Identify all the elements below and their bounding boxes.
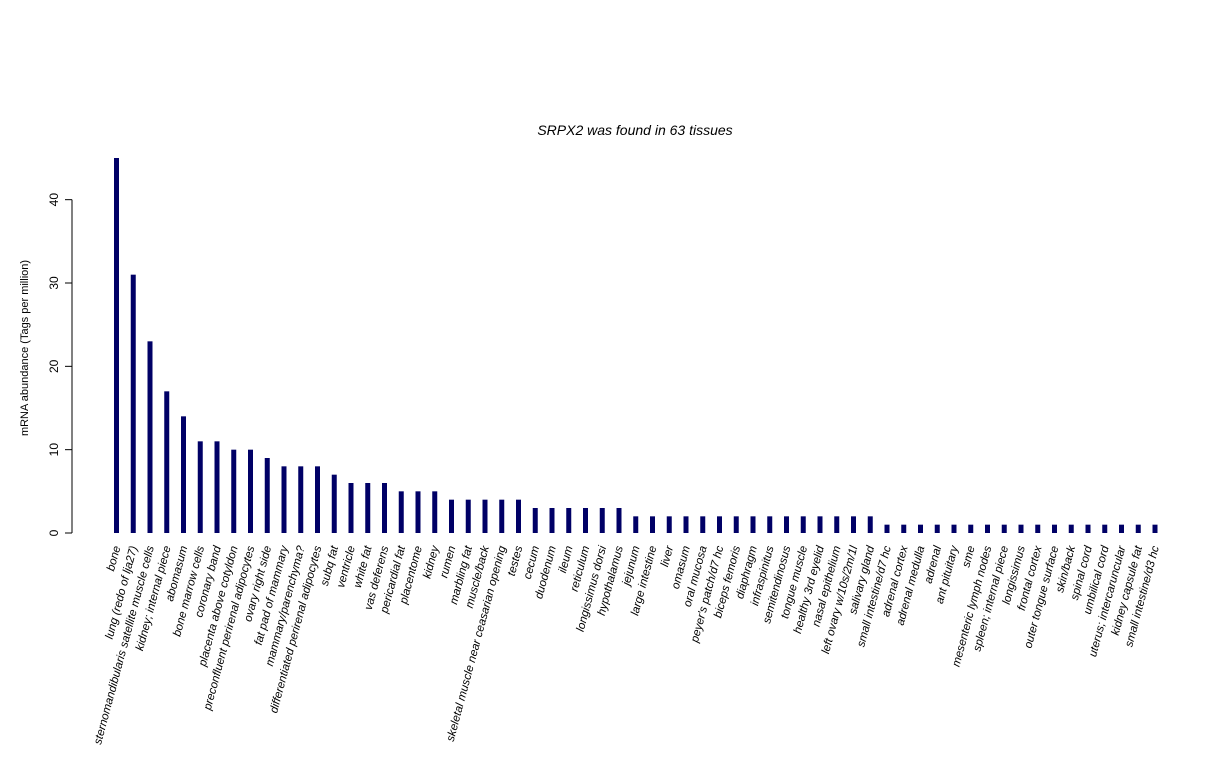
bar — [1001, 524, 1007, 533]
bar — [315, 466, 320, 533]
bar — [465, 499, 471, 533]
bar — [951, 524, 957, 533]
bar — [1102, 524, 1108, 533]
bar — [918, 524, 923, 533]
bar — [147, 341, 153, 533]
bar — [901, 524, 907, 533]
bar — [331, 474, 337, 533]
bar — [633, 516, 639, 533]
bar — [432, 491, 438, 533]
y-tick-label: 30 — [47, 276, 61, 290]
bar — [281, 466, 287, 533]
bar — [382, 483, 387, 533]
bars — [114, 158, 1158, 533]
chart-title: SRPX2 was found in 63 tissues — [537, 122, 732, 138]
bar — [767, 516, 773, 533]
bar — [1119, 524, 1124, 533]
y-tick-label: 40 — [47, 193, 61, 207]
bar — [733, 516, 739, 533]
bar — [1035, 524, 1041, 533]
x-category-label: liver — [659, 544, 676, 569]
bar — [666, 516, 672, 533]
bar — [1152, 524, 1158, 533]
bar — [231, 449, 237, 533]
bar — [264, 458, 270, 533]
bar — [851, 516, 856, 533]
bar — [214, 441, 220, 533]
bar — [130, 274, 136, 533]
bar — [1085, 524, 1091, 533]
bar — [968, 524, 974, 533]
bar — [248, 449, 253, 533]
y-tick-label: 20 — [47, 359, 61, 373]
bar — [181, 416, 186, 533]
bar — [800, 516, 806, 533]
bar — [516, 499, 521, 533]
bar — [398, 491, 404, 533]
bar — [549, 508, 555, 533]
bar — [784, 516, 789, 533]
bar — [482, 499, 488, 533]
x-category-label: sme — [960, 545, 977, 569]
bar — [164, 391, 170, 533]
y-tick-label: 0 — [47, 529, 61, 536]
x-category-label: ileum — [557, 544, 576, 574]
bar — [985, 524, 990, 533]
bar — [114, 158, 119, 533]
y-axis-label: mRNA abundance (Tags per million) — [19, 260, 31, 436]
bar — [700, 516, 706, 533]
bar — [934, 524, 940, 533]
bar — [1135, 524, 1141, 533]
bar — [298, 466, 304, 533]
bar — [717, 516, 722, 533]
bar — [566, 508, 572, 533]
bar — [449, 499, 454, 533]
bar — [415, 491, 421, 533]
bar — [834, 516, 840, 533]
bar — [583, 508, 588, 533]
bar — [683, 516, 689, 533]
bar — [532, 508, 538, 533]
bar — [1068, 524, 1074, 533]
bar — [499, 499, 505, 533]
y-tick-label: 10 — [47, 443, 61, 457]
bar — [884, 524, 890, 533]
y-axis: 0 10 20 30 40 — [47, 193, 73, 536]
bar — [348, 483, 354, 533]
bar — [650, 516, 655, 533]
bar — [867, 516, 873, 533]
x-category-label: bone — [105, 545, 123, 573]
bar — [197, 441, 203, 533]
bar — [365, 483, 371, 533]
bar — [1052, 524, 1057, 533]
bar — [817, 516, 823, 533]
bar — [599, 508, 605, 533]
bar — [750, 516, 756, 533]
bar — [616, 508, 622, 533]
bar — [1018, 524, 1024, 533]
